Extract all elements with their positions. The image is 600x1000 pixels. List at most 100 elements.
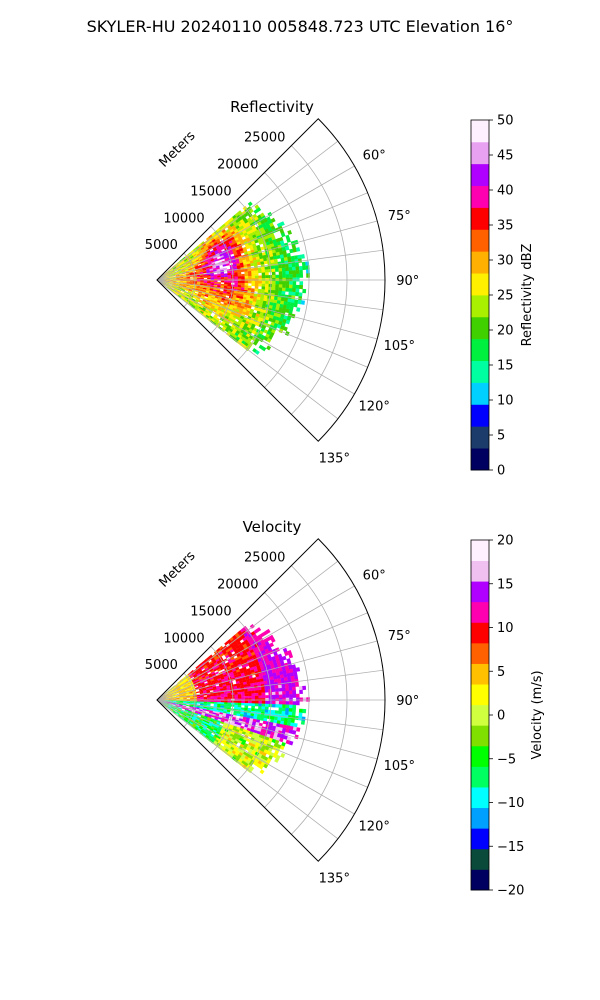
- field-cell: [258, 240, 263, 245]
- field-cell: [200, 278, 204, 280]
- field-cell: [198, 726, 203, 730]
- field-cell: [213, 299, 218, 302]
- field-cell: [185, 682, 190, 685]
- field-cell: [278, 701, 283, 705]
- theta-tick-label: 90°: [396, 694, 419, 709]
- field-cell: [178, 714, 182, 718]
- field-cell: [278, 704, 283, 708]
- field-cell: [209, 315, 214, 319]
- field-cell: [280, 325, 285, 330]
- field-cell: [279, 229, 285, 234]
- field-cell: [292, 277, 297, 282]
- field-cell: [273, 719, 278, 724]
- field-cell: [209, 668, 214, 672]
- field-cell: [182, 682, 186, 685]
- field-cell: [228, 315, 233, 320]
- field-cell: [210, 276, 215, 278]
- field-cell: [208, 262, 212, 266]
- field-cell: [246, 744, 252, 749]
- field-cell: [220, 271, 225, 274]
- theta-tick-label: 60°: [363, 149, 386, 164]
- field-cell: [276, 675, 281, 679]
- field-cell: [200, 698, 204, 700]
- field-cell: [192, 716, 197, 720]
- field-cell: [282, 304, 287, 309]
- field-cell: [274, 739, 280, 745]
- field-cell: [194, 256, 199, 260]
- field-cell: [165, 284, 169, 286]
- field-cell: [240, 756, 245, 761]
- field-cell: [195, 258, 199, 261]
- field-cell: [188, 688, 192, 691]
- field-cell: [235, 330, 241, 335]
- field-cell: [232, 735, 237, 739]
- field-cell: [211, 295, 216, 298]
- field-cell: [245, 299, 250, 304]
- field-cell: [180, 290, 185, 293]
- field-cell: [281, 267, 286, 272]
- field-cell: [204, 294, 209, 298]
- field-cell: [172, 281, 177, 283]
- field-cell: [237, 271, 242, 275]
- field-cell: [220, 691, 225, 694]
- colorbar-segment: [471, 601, 489, 623]
- field-cell: [186, 698, 191, 700]
- field-cell: [207, 295, 212, 299]
- field-cell: [181, 681, 185, 685]
- field-cell: [254, 690, 259, 694]
- field-cell: [239, 231, 244, 236]
- field-cell: [204, 683, 209, 687]
- field-cell: [262, 720, 267, 725]
- field-cell: [192, 672, 196, 676]
- field-cell: [165, 694, 169, 697]
- field-cell: [258, 660, 263, 665]
- field-cell: [196, 296, 201, 300]
- field-cell: [183, 277, 187, 279]
- field-cell: [173, 268, 178, 271]
- field-cell: [185, 271, 190, 274]
- field-cell: [242, 625, 248, 631]
- field-cell: [275, 736, 281, 742]
- field-cell: [197, 668, 202, 672]
- field-cell: [233, 733, 238, 737]
- field-cell: [186, 694, 190, 696]
- field-cell: [278, 688, 283, 692]
- colorbar-tick-label: 45: [497, 149, 514, 164]
- colorbar-tick-label: 5: [497, 665, 505, 680]
- field-cell: [271, 685, 276, 690]
- field-cell: [198, 256, 203, 260]
- field-cell: [242, 223, 248, 228]
- field-cell: [201, 676, 206, 679]
- field-cell: [263, 717, 268, 722]
- field-cell: [248, 300, 253, 304]
- field-cell: [225, 241, 230, 246]
- field-cell: [244, 663, 249, 667]
- field-cell: [182, 283, 187, 285]
- field-cell: [258, 764, 264, 770]
- field-cell: [183, 277, 187, 279]
- field-cell: [235, 239, 240, 243]
- field-cell: [253, 259, 258, 264]
- field-cell: [213, 235, 218, 240]
- field-cell: [202, 687, 206, 690]
- field-cell: [165, 282, 170, 284]
- field-cell: [169, 702, 173, 704]
- figure-suptitle: SKYLER-HU 20240110 005848.723 UTC Elevat…: [87, 17, 514, 36]
- field-cell: [236, 233, 241, 238]
- field-cell: [180, 291, 184, 294]
- field-cell: [225, 683, 230, 686]
- field-cell: [185, 269, 189, 272]
- field-cell: [209, 291, 213, 294]
- field-cell: [181, 296, 185, 300]
- field-cell: [217, 718, 222, 722]
- field-cell: [178, 691, 183, 694]
- field-cell: [222, 685, 227, 689]
- field-cell: [168, 705, 172, 708]
- field-cell: [244, 705, 249, 709]
- field-cell: [210, 719, 214, 723]
- field-cell: [164, 272, 168, 275]
- field-cell: [175, 285, 179, 288]
- field-cell: [198, 257, 203, 261]
- field-cell: [197, 675, 202, 679]
- field-cell: [268, 281, 273, 285]
